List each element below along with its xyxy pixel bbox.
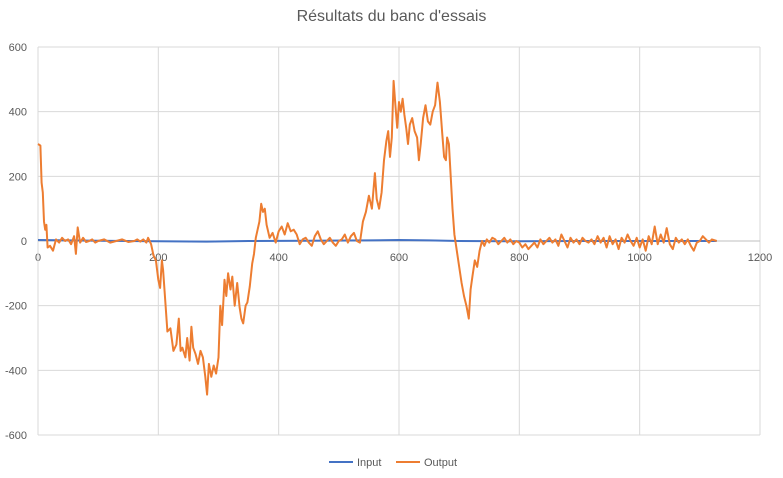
legend-label-input: Input: [357, 457, 381, 469]
series-line-output: [37, 79, 718, 396]
x-tick-label: 800: [510, 252, 528, 264]
y-tick-label: 200: [9, 171, 27, 183]
x-tick-label: 1200: [748, 252, 772, 264]
y-tick-label: -600: [5, 430, 27, 442]
legend-label-output: Output: [424, 457, 457, 469]
y-tick-label: 400: [9, 107, 27, 119]
x-tick-label: 1000: [627, 252, 651, 264]
x-tick-label: 200: [149, 252, 167, 264]
chart-title: Résultats du banc d'essais: [296, 8, 487, 25]
y-tick-label: 600: [9, 42, 27, 54]
y-tick-label: -200: [5, 301, 27, 313]
x-tick-label: 600: [390, 252, 408, 264]
y-tick-label: -400: [5, 365, 27, 377]
y-tick-label: 0: [21, 236, 27, 248]
x-tick-label: 400: [269, 252, 287, 264]
